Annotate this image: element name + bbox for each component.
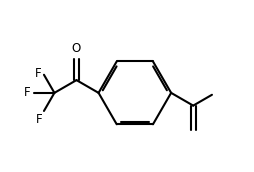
- Text: F: F: [34, 67, 41, 80]
- Text: F: F: [36, 113, 42, 126]
- Text: O: O: [72, 42, 81, 55]
- Text: F: F: [24, 86, 30, 99]
